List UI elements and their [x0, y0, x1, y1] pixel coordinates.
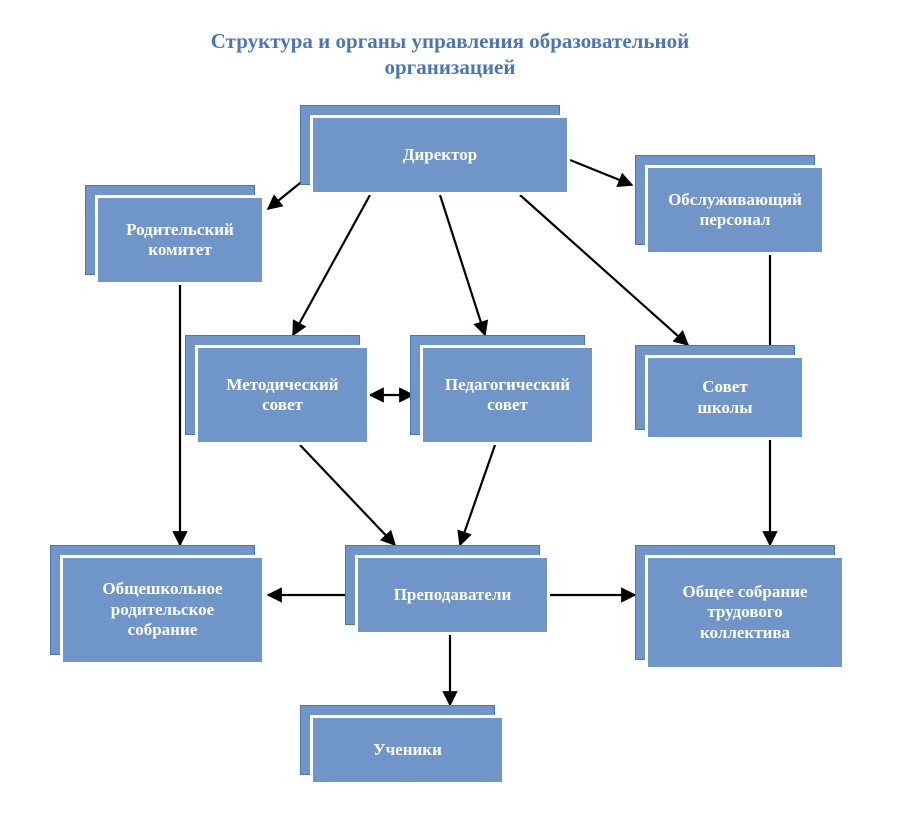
node-parent_com: Родительский комитет	[85, 185, 265, 285]
node-parent_com-label: Родительский комитет	[95, 195, 265, 285]
node-pedag-label: Педагогический совет	[420, 345, 595, 445]
node-staff-label: Обслуживающий персонал	[645, 165, 825, 255]
node-director-label: Директор	[310, 115, 570, 195]
node-director: Директор	[300, 105, 570, 195]
node-schoolmeet: Общешкольное родительское собрание	[50, 545, 265, 665]
node-pedag: Педагогический совет	[410, 335, 595, 445]
node-students: Ученики	[300, 705, 505, 785]
diagram-title: Структура и органы управления образовате…	[180, 28, 720, 81]
node-schoolmeet-label: Общешкольное родительское собрание	[60, 555, 265, 665]
edge-1	[570, 160, 632, 185]
node-method: Методический совет	[185, 335, 370, 445]
node-teachers-label: Преподаватели	[355, 555, 550, 635]
edge-7	[460, 445, 495, 545]
edge-2	[293, 195, 370, 335]
node-students-label: Ученики	[310, 715, 505, 785]
edge-6	[300, 445, 395, 545]
node-method-label: Методический совет	[195, 345, 370, 445]
node-teachers: Преподаватели	[345, 545, 550, 635]
edge-3	[440, 195, 485, 335]
node-staff: Обслуживающий персонал	[635, 155, 825, 255]
node-council-label: Совет школы	[645, 355, 805, 440]
node-genmeet: Общее собрание трудового коллектива	[635, 545, 845, 670]
node-genmeet-label: Общее собрание трудового коллектива	[645, 555, 845, 670]
node-council: Совет школы	[635, 345, 805, 440]
